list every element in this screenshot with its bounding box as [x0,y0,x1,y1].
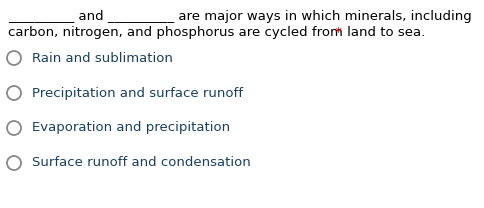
Text: Surface runoff and condensation: Surface runoff and condensation [32,156,251,170]
Text: carbon, nitrogen, and phosphorus are cycled from land to sea.: carbon, nitrogen, and phosphorus are cyc… [8,26,425,39]
Text: Evaporation and precipitation: Evaporation and precipitation [32,121,230,135]
Text: __________ and __________ are major ways in which minerals, including: __________ and __________ are major ways… [8,10,472,23]
Text: *: * [332,26,342,39]
Text: Rain and sublimation: Rain and sublimation [32,52,173,64]
Text: Precipitation and surface runoff: Precipitation and surface runoff [32,87,243,99]
